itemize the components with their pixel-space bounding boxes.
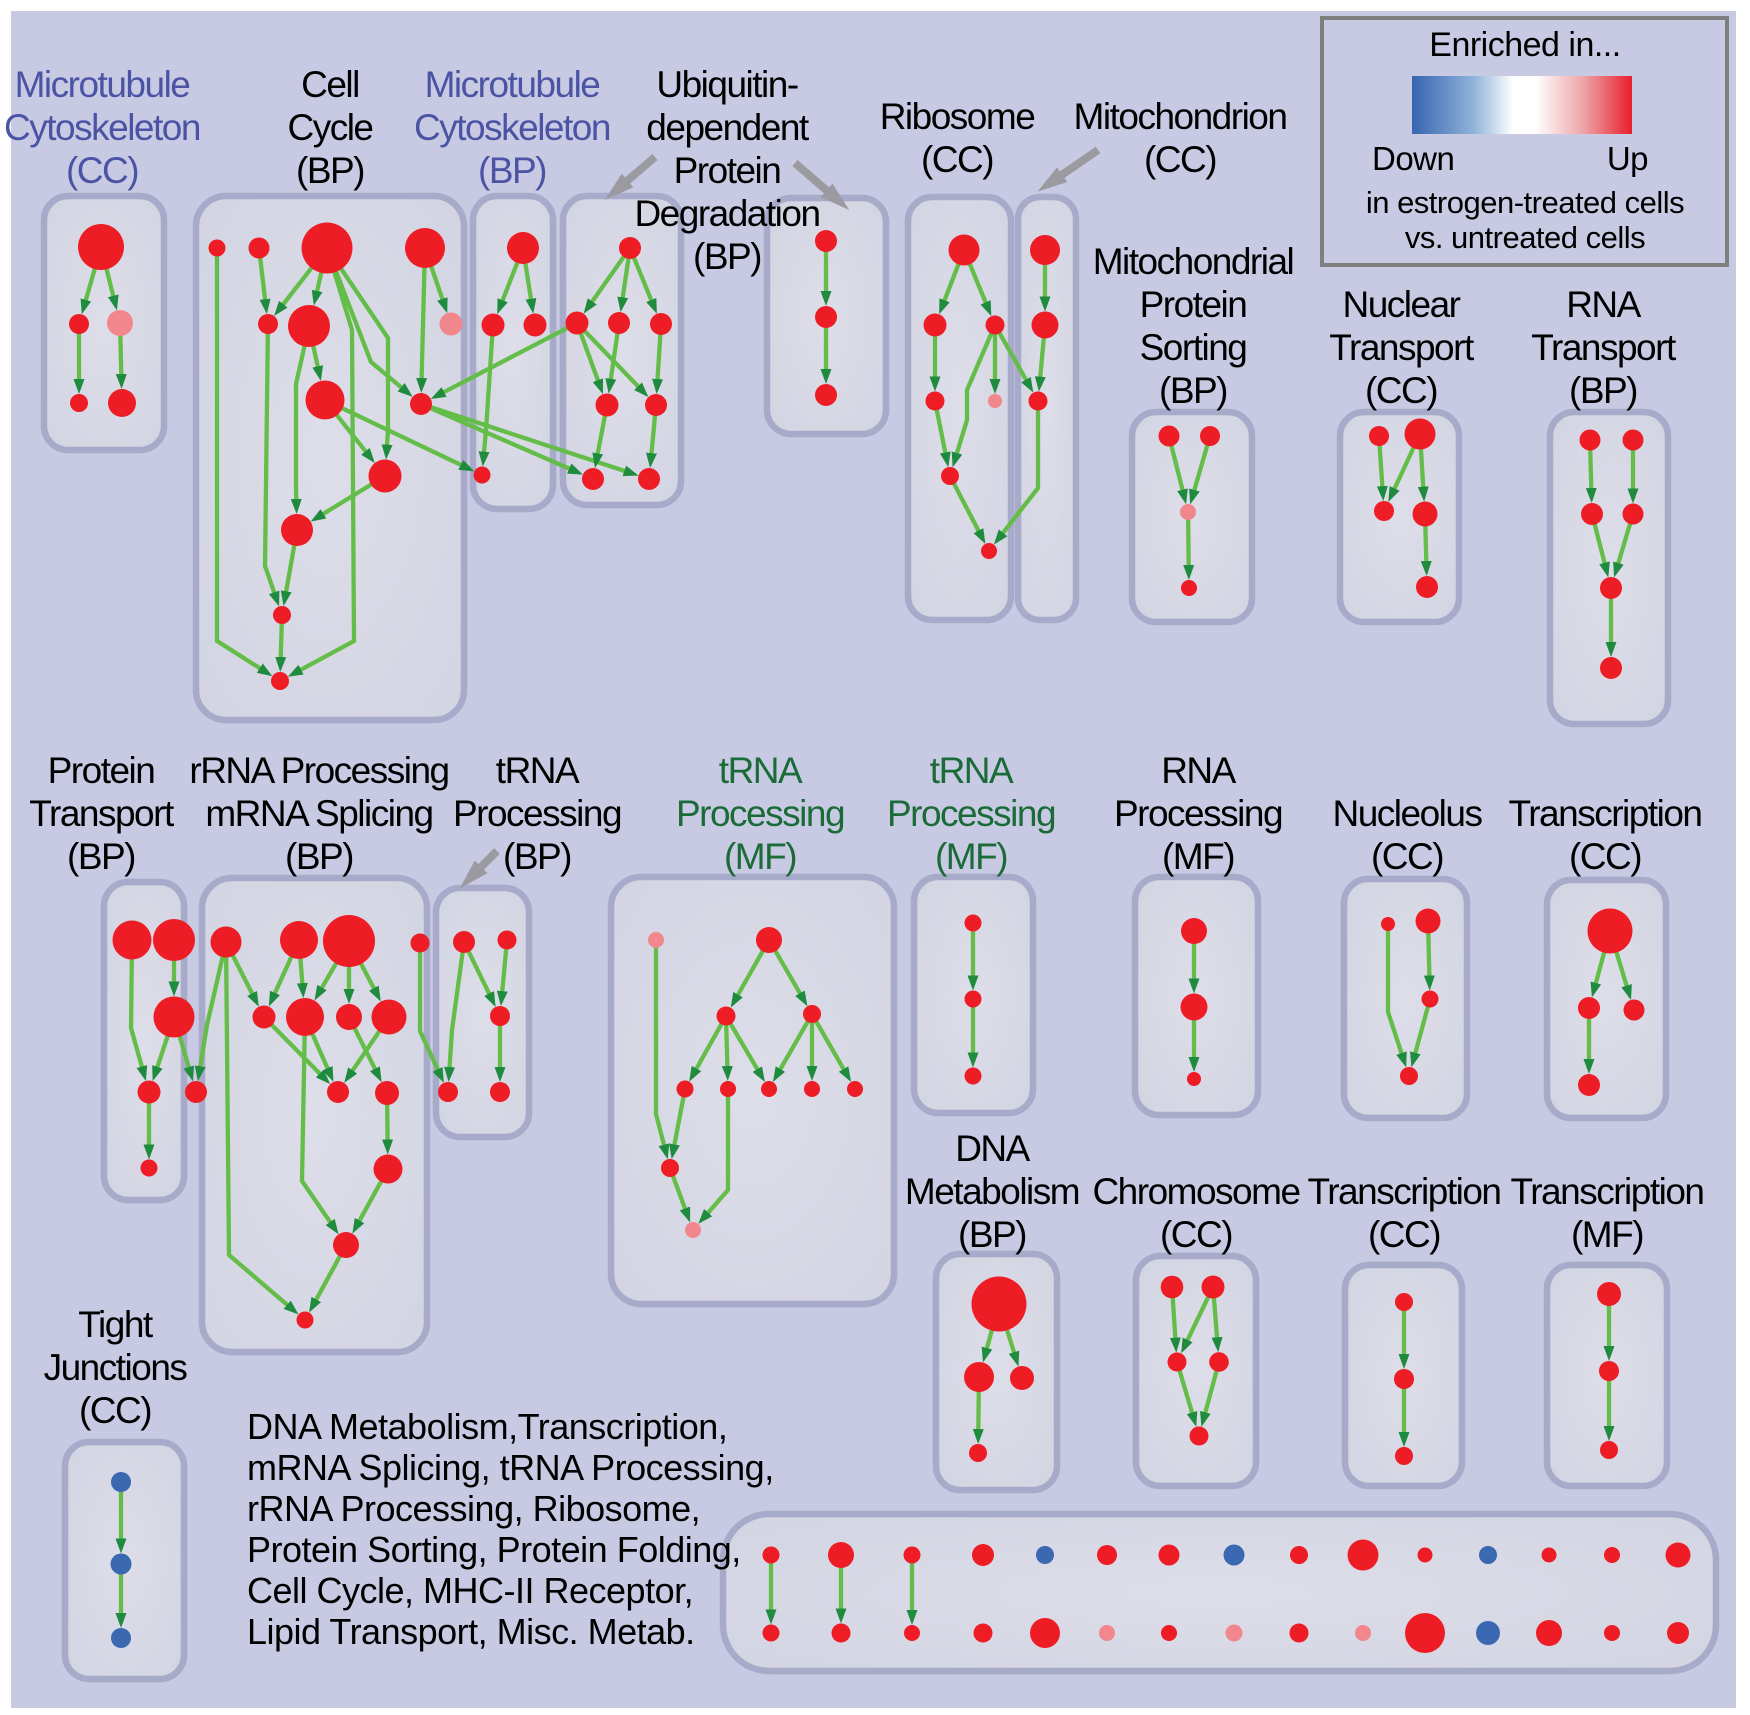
svg-text:Processing: Processing: [453, 793, 621, 834]
svg-text:(MF): (MF): [1571, 1214, 1643, 1255]
svg-text:Cycle: Cycle: [287, 107, 372, 148]
svg-text:(CC): (CC): [921, 139, 993, 180]
svg-text:(BP): (BP): [1159, 370, 1227, 411]
svg-text:Protein: Protein: [674, 150, 781, 191]
svg-text:(BP): (BP): [958, 1214, 1026, 1255]
svg-text:Transport: Transport: [29, 793, 175, 834]
svg-text:(BP): (BP): [67, 836, 135, 877]
svg-text:Junctions: Junctions: [44, 1347, 188, 1388]
svg-text:rRNA Processing, Ribosome,: rRNA Processing, Ribosome,: [247, 1488, 700, 1529]
svg-text:Protein: Protein: [48, 750, 155, 791]
svg-text:dependent: dependent: [646, 107, 810, 148]
svg-text:DNA: DNA: [955, 1128, 1030, 1169]
svg-text:Transcription: Transcription: [1509, 793, 1702, 834]
svg-text:Microtubule: Microtubule: [15, 64, 190, 105]
svg-text:(CC): (CC): [66, 150, 138, 191]
svg-text:Processing: Processing: [887, 793, 1055, 834]
svg-text:(MF): (MF): [1162, 836, 1234, 877]
svg-text:Transport: Transport: [1531, 327, 1677, 368]
svg-text:rRNA Processing: rRNA Processing: [189, 750, 448, 791]
svg-text:Up: Up: [1607, 140, 1648, 177]
svg-text:RNA: RNA: [1161, 750, 1236, 791]
svg-text:Microtubule: Microtubule: [425, 64, 600, 105]
svg-text:Protein: Protein: [1140, 284, 1247, 325]
svg-text:Cytoskeleton: Cytoskeleton: [414, 107, 610, 148]
svg-text:(CC): (CC): [1144, 139, 1216, 180]
svg-text:Tight: Tight: [78, 1304, 154, 1345]
svg-text:Processing: Processing: [676, 793, 844, 834]
svg-text:(CC): (CC): [1368, 1214, 1440, 1255]
svg-text:Transcription: Transcription: [1511, 1171, 1704, 1212]
svg-text:tRNA: tRNA: [496, 750, 580, 791]
svg-text:tRNA: tRNA: [719, 750, 803, 791]
svg-text:Cell: Cell: [301, 64, 359, 105]
svg-text:Cytoskeleton: Cytoskeleton: [4, 107, 200, 148]
svg-text:Nuclear: Nuclear: [1343, 284, 1461, 325]
svg-text:Down: Down: [1372, 140, 1454, 177]
svg-text:(BP): (BP): [285, 836, 353, 877]
svg-text:(MF): (MF): [724, 836, 796, 877]
svg-text:Transport: Transport: [1329, 327, 1475, 368]
svg-text:(BP): (BP): [503, 836, 571, 877]
svg-text:Cell Cycle, MHC-II Receptor,: Cell Cycle, MHC-II Receptor,: [247, 1570, 693, 1611]
svg-text:Enriched in...: Enriched in...: [1429, 26, 1620, 64]
svg-text:Mitochondrial: Mitochondrial: [1093, 241, 1294, 282]
svg-text:Degradation: Degradation: [634, 193, 819, 234]
svg-text:DNA Metabolism,Transcription,: DNA Metabolism,Transcription,: [247, 1406, 727, 1447]
svg-text:mRNA Splicing, tRNA Processing: mRNA Splicing, tRNA Processing,: [247, 1447, 774, 1488]
svg-text:in estrogen-treated cells: in estrogen-treated cells: [1366, 185, 1684, 220]
svg-text:(CC): (CC): [1569, 836, 1641, 877]
svg-text:vs. untreated cells: vs. untreated cells: [1405, 220, 1645, 255]
svg-text:tRNA: tRNA: [930, 750, 1014, 791]
svg-text:Transcription: Transcription: [1308, 1171, 1501, 1212]
svg-text:Lipid Transport, Misc. Metab.: Lipid Transport, Misc. Metab.: [247, 1611, 695, 1652]
svg-text:Processing: Processing: [1114, 793, 1282, 834]
svg-text:mRNA Splicing: mRNA Splicing: [205, 793, 432, 834]
svg-text:Ubiquitin-: Ubiquitin-: [656, 64, 797, 105]
svg-text:Nucleolus: Nucleolus: [1333, 793, 1483, 834]
svg-text:Ribosome: Ribosome: [880, 96, 1035, 137]
svg-text:(BP): (BP): [296, 150, 364, 191]
svg-text:Protein Sorting, Protein Foldi: Protein Sorting, Protein Folding,: [247, 1529, 741, 1570]
svg-text:(CC): (CC): [79, 1390, 151, 1431]
svg-text:Chromosome: Chromosome: [1092, 1171, 1299, 1212]
svg-text:(MF): (MF): [935, 836, 1007, 877]
svg-text:(BP): (BP): [478, 150, 546, 191]
svg-text:(BP): (BP): [1569, 370, 1637, 411]
svg-text:Metabolism: Metabolism: [905, 1171, 1079, 1212]
svg-text:Mitochondrion: Mitochondrion: [1074, 96, 1287, 137]
svg-text:(CC): (CC): [1365, 370, 1437, 411]
svg-text:RNA: RNA: [1566, 284, 1641, 325]
svg-text:(BP): (BP): [693, 236, 761, 277]
svg-text:Sorting: Sorting: [1140, 327, 1247, 368]
svg-text:(CC): (CC): [1160, 1214, 1232, 1255]
svg-text:(CC): (CC): [1371, 836, 1443, 877]
